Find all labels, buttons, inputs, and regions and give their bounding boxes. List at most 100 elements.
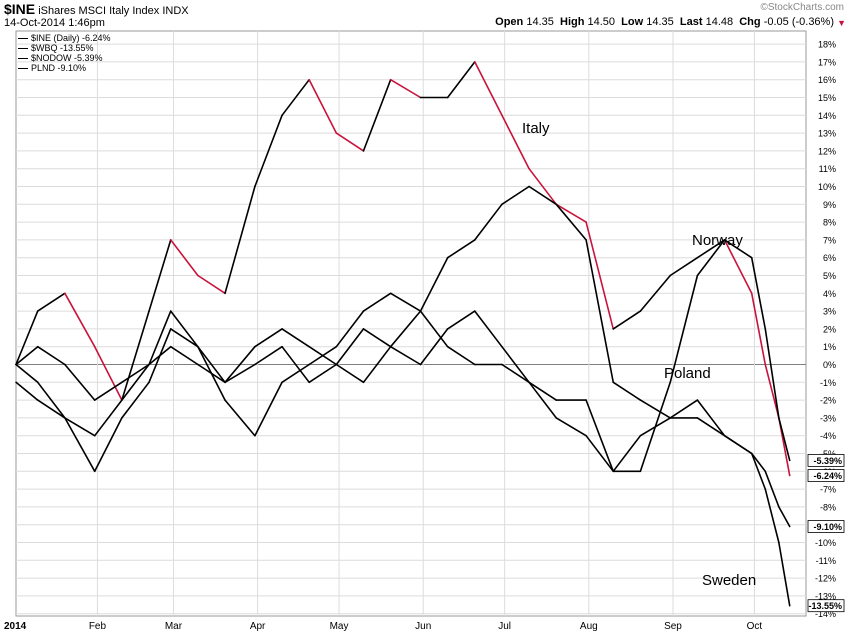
series-segment [639,417,672,437]
series-segment [15,381,39,401]
y-tick-label: -4% [820,431,836,441]
end-value-label: -6.24% [813,471,842,481]
end-value-label: -13.55% [808,601,842,611]
y-tick-label: 1% [823,342,836,352]
legend-item-wbq: $WBQ -13.55% [18,43,94,53]
series-segment [197,345,226,384]
chg-label: Chg [739,16,761,28]
series-segment [362,78,392,152]
legend-label: PLND -9.10% [31,63,87,73]
last-label: Last [679,16,703,28]
series-segment [473,203,503,241]
series-segment [335,310,365,348]
series-segment [764,363,780,419]
series-segment [335,132,365,152]
x-tick-label: Aug [580,621,598,632]
series-segment [585,221,615,330]
y-tick-label: -11% [816,556,836,566]
chart-header-title: $INE iShares MSCI Italy Index INDX [4,1,189,17]
legend-item-nodow: $NODOW -5.39% [18,53,103,63]
series-segment [473,61,503,117]
y-tick-label: -14% [815,609,836,619]
series-segment [723,434,753,455]
legend-item-plnd: PLND -9.10% [18,63,86,73]
legend-label: $WBQ -13.55% [31,43,94,53]
series-segment [501,114,530,170]
series-segment [389,345,422,366]
series-segment [281,363,310,384]
end-value-box [807,599,845,613]
y-tick-label: -8% [820,502,836,512]
series-segment [121,363,150,384]
x-tick-label: Mar [165,621,183,632]
series-segment [362,345,392,384]
x-tick-label: Sep [664,621,682,632]
series-segment [778,417,791,462]
legend-swatch [18,58,28,60]
series-segment [64,417,96,473]
series-nodow [15,239,791,473]
y-tick-label: 4% [823,289,836,299]
y-tick-label: 13% [818,129,836,139]
y-tick-label: 8% [823,218,836,228]
y-tick-label: 16% [818,75,836,85]
y-tick-label: 0% [823,360,836,370]
high-label: High [560,16,585,28]
series-segment [121,381,150,419]
series-segment [528,185,558,206]
end-value-box [807,454,845,467]
y-tick-label: -1% [820,378,836,388]
series-segment [148,310,172,366]
series-segment [308,78,338,134]
y-tick-label: -2% [820,396,836,406]
series-segment [446,239,476,259]
annotation-poland: Poland [664,365,711,382]
series-segment [64,417,96,437]
y-tick-label: 15% [818,93,836,103]
series-segment [528,381,558,419]
series-segment [93,345,123,401]
series-segment [723,239,753,259]
series-segment [750,452,767,490]
series-segment [696,239,726,277]
series-segment [750,292,767,366]
series-segment [389,78,422,99]
series-segment [612,434,642,473]
series-segment [36,345,66,366]
series-segment [528,381,558,401]
series-segment [750,256,767,330]
legend-item-ine: $INE (Daily) -6.24% [18,33,111,43]
series-segment [308,345,338,366]
series-segment [254,328,283,348]
legend-label: $INE (Daily) -6.24% [31,33,111,43]
series-segment [197,274,226,295]
series-segment [555,417,587,437]
high-value: 14.50 [587,16,616,28]
y-tick-label: 12% [818,146,836,156]
end-value-box [807,469,845,482]
y-tick-label: -3% [820,413,836,423]
legend-label: $NODOW -5.39% [31,53,103,63]
end-value-label: -9.10% [813,522,842,532]
series-segment [473,310,503,348]
series-segment [224,345,256,384]
series-segment [64,363,96,401]
series-segment [254,114,283,188]
end-value-box [807,520,845,533]
series-segment [585,434,615,473]
y-tick-label: 2% [823,324,836,334]
exchange-label: INDX [162,5,189,17]
series-segment [639,399,672,419]
series-segment [15,310,39,366]
y-tick-label: -7% [820,485,836,495]
y-tick-label: -12% [815,574,836,584]
series-segment [254,345,283,366]
x-tick-label: Oct [747,621,763,632]
series-segment [764,328,780,419]
y-tick-label: -10% [815,538,836,548]
series-segment [389,292,422,312]
series-segment [419,328,449,366]
legend-swatch [18,48,28,50]
y-tick-label: -13% [815,591,836,601]
